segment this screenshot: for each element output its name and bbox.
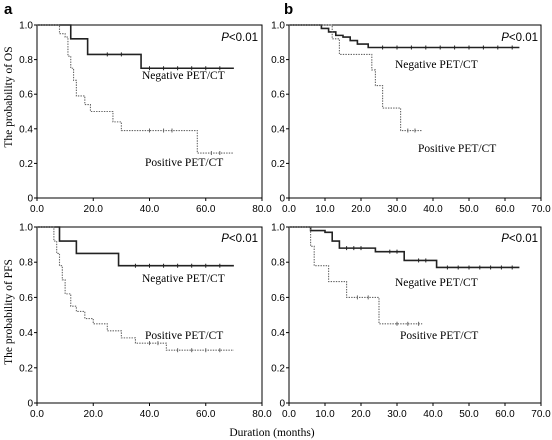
y-tick-label: 0.4 <box>271 124 285 135</box>
series-label-negative: Negative PET/CT <box>142 273 225 285</box>
series-label-negative: Negative PET/CT <box>395 59 478 71</box>
series-label-positive: Positive PET/CT <box>145 157 223 169</box>
x-tick-label: 60.0 <box>196 409 216 420</box>
y-tick-label: 1.0 <box>19 223 33 234</box>
plot-frame <box>36 24 263 199</box>
x-tick-label: 10.0 <box>315 204 335 215</box>
series-line-negative <box>289 24 520 49</box>
y-tick-label: 0.2 <box>271 159 285 170</box>
series-label-positive: Positive PET/CT <box>418 143 496 155</box>
y-tick-label: 0.6 <box>271 90 285 101</box>
series-label-negative: Negative PET/CT <box>395 277 478 289</box>
y-tick-label: 1.0 <box>19 21 33 32</box>
x-tick-label: 80.0 <box>252 204 272 215</box>
series-line-positive <box>37 24 234 154</box>
y-tick-label: 0.4 <box>19 328 33 339</box>
x-tick-label: 30.0 <box>387 409 407 420</box>
y-tick-label: 0.6 <box>19 90 33 101</box>
x-tick-label: 0.0 <box>282 204 296 215</box>
x-tick-label: 40.0 <box>423 409 443 420</box>
series-line-positive <box>289 226 423 325</box>
x-tick-label: 0.0 <box>282 409 296 420</box>
x-tick-label: 40.0 <box>140 409 160 420</box>
plot-frame <box>288 226 542 404</box>
x-tick-label: 20.0 <box>351 409 371 420</box>
series-line-negative <box>37 24 234 70</box>
series-label-negative: Negative PET/CT <box>142 70 225 82</box>
x-tick-label: 50.0 <box>459 204 479 215</box>
plot-frame <box>36 226 263 404</box>
y-tick-label: 0.4 <box>19 124 33 135</box>
y-tick-label: 0.8 <box>271 258 285 269</box>
p-value-label: P<0.01 <box>501 233 538 245</box>
x-tick-label: 70.0 <box>531 204 551 215</box>
series-label-positive: Positive PET/CT <box>145 330 223 342</box>
x-tick-label: 70.0 <box>531 409 551 420</box>
x-tick-label: 60.0 <box>495 204 515 215</box>
x-tick-label: 60.0 <box>495 409 515 420</box>
y-tick-label: 1.0 <box>271 223 285 234</box>
series-line-negative <box>37 226 234 267</box>
plot-frame <box>288 24 542 199</box>
panel-letter-b: b <box>284 1 293 18</box>
y-tick-label: 0.8 <box>19 258 33 269</box>
x-tick-label: 10.0 <box>315 409 335 420</box>
x-tick-label: 20.0 <box>84 409 104 420</box>
y-tick-label: 0 <box>279 194 285 205</box>
y-axis-label-os: The probability of OS <box>3 46 15 147</box>
x-tick-label: 0.0 <box>30 409 44 420</box>
y-tick-label: 0.2 <box>271 363 285 374</box>
p-value-label: P<0.01 <box>501 32 538 44</box>
y-tick-label: 1.0 <box>271 21 285 32</box>
x-tick-label: 50.0 <box>459 409 479 420</box>
chart-a-pfs: 0 0.2 0.4 0.6 0.8 1.0 0.0 20.0 40.0 60.0 80.0 P<0.0… <box>19 223 272 421</box>
p-value-label: P<0.01 <box>221 32 258 44</box>
panel-letter-a: a <box>4 1 13 18</box>
y-tick-label: 0.6 <box>271 293 285 304</box>
y-tick-label: 0.6 <box>19 293 33 304</box>
x-tick-label: 80.0 <box>252 409 272 420</box>
series-line-positive <box>289 24 423 132</box>
y-tick-label: 0.4 <box>271 328 285 339</box>
series-line-positive <box>37 226 234 351</box>
y-tick-label: 0.2 <box>19 159 33 170</box>
x-tick-label: 60.0 <box>196 204 216 215</box>
series-label-positive: Positive PET/CT <box>400 330 478 342</box>
y-tick-label: 0 <box>27 399 33 410</box>
y-tick-label: 0.2 <box>19 363 33 374</box>
x-tick-label: 20.0 <box>351 204 371 215</box>
chart-a-os: 0 0.2 0.4 0.6 0.8 1.0 0.0 20.0 40.0 60.0 80.0 P<0.0… <box>19 21 272 216</box>
x-axis-label: Duration (months) <box>229 427 314 439</box>
x-tick-label: 30.0 <box>387 204 407 215</box>
y-tick-label: 0 <box>279 399 285 410</box>
series-line-negative <box>289 226 520 269</box>
y-tick-label: 0.8 <box>19 55 33 66</box>
chart-b-os: 0 0.2 0.4 0.6 0.8 1.0 0.0 10.0 20.0 30.0 40.0 50.0 6… <box>271 21 551 216</box>
y-tick-label: 0 <box>27 194 33 205</box>
x-tick-label: 0.0 <box>30 204 44 215</box>
y-axis-label-pfs: The probability of PFS <box>3 259 15 365</box>
chart-b-pfs: 0 0.2 0.4 0.6 0.8 1.0 0.0 10.0 20.0 30.0 40.0 50.0 6… <box>271 223 551 421</box>
x-tick-label: 20.0 <box>84 204 104 215</box>
x-tick-label: 40.0 <box>423 204 443 215</box>
y-tick-label: 0.8 <box>271 55 285 66</box>
x-tick-label: 40.0 <box>140 204 160 215</box>
p-value-label: P<0.01 <box>221 233 258 245</box>
